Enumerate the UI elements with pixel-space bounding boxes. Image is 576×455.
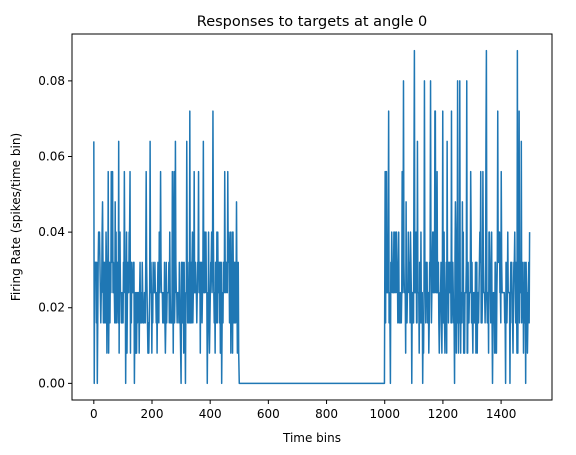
x-tick-label: 1200 (428, 407, 459, 421)
x-tick-label: 1400 (486, 407, 517, 421)
x-tick-label: 200 (141, 407, 164, 421)
x-tick-label: 0 (90, 407, 98, 421)
x-axis-ticks: 0 200 400 600 800 1000 1200 1400 (90, 400, 516, 421)
series-line-0 (93, 49, 531, 385)
plot-frame (71, 33, 553, 401)
y-tick-label: 0.06 (38, 150, 65, 164)
y-axis-ticks: 0.00 0.02 0.04 0.06 0.08 (38, 74, 72, 390)
y-tick-label: 0.00 (38, 376, 65, 390)
x-tick-label: 400 (199, 407, 222, 421)
chart-title: Responses to targets at angle 0 (197, 14, 427, 30)
y-tick-label: 0.04 (38, 225, 65, 239)
x-tick-label: 600 (257, 407, 280, 421)
x-tick-label: 1000 (369, 407, 400, 421)
y-axis-label: Firing Rate (spikes/time bin) (9, 133, 23, 301)
y-tick-label: 0.08 (38, 74, 65, 88)
x-axis-label: Time bins (282, 431, 341, 445)
y-tick-label: 0.02 (38, 301, 65, 315)
plot-data-layer (93, 49, 531, 385)
x-tick-label: 800 (315, 407, 338, 421)
